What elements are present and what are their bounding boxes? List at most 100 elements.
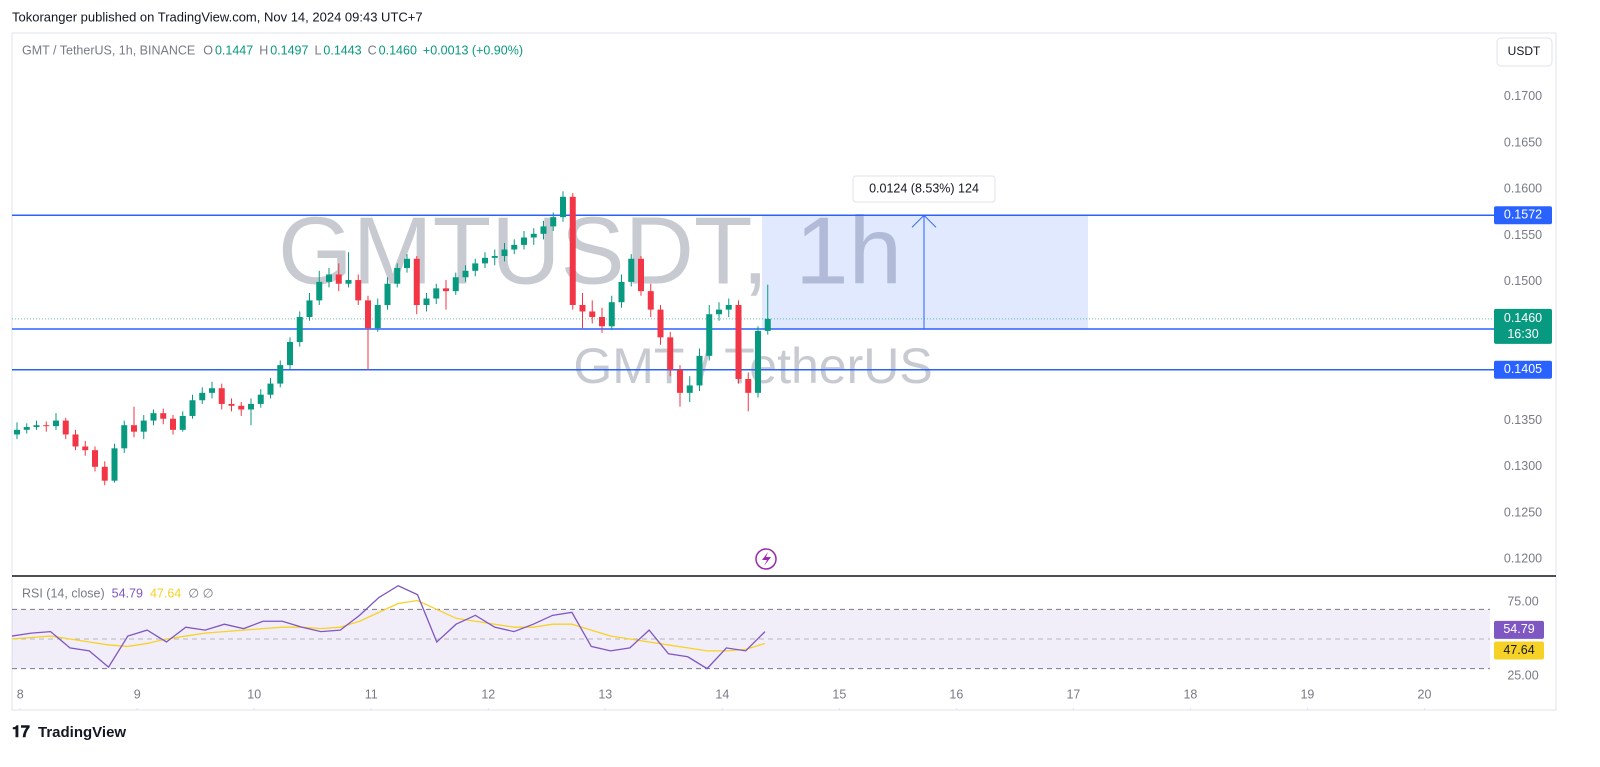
candle-body [579, 305, 586, 312]
candle-body [218, 388, 225, 404]
y-tick-label: 0.1350 [1504, 413, 1542, 427]
candle-body [92, 450, 98, 467]
candle-body [423, 298, 430, 305]
y-tick-label: 0.1550 [1504, 228, 1542, 242]
candle-body [316, 281, 323, 301]
candle-body [521, 237, 527, 245]
x-tick-label: 8 [17, 687, 24, 701]
candle-body [72, 434, 79, 447]
ohlc-key: C [368, 43, 377, 57]
currency-button[interactable] [1496, 37, 1553, 67]
x-tick-label: 15 [832, 687, 846, 701]
candle-body [589, 311, 596, 318]
candle-body [23, 427, 30, 430]
candle-body [540, 226, 547, 234]
candle-body [599, 317, 605, 327]
candle-body [443, 288, 449, 292]
candle-body [277, 365, 284, 384]
y-tick-label: 0.1700 [1504, 89, 1542, 103]
candle-body [472, 263, 479, 271]
chart-frame [11, 32, 1557, 711]
candle-body [365, 300, 371, 329]
y-tick-label: 0.1650 [1504, 135, 1542, 149]
candle-body [228, 403, 235, 406]
rsi-tag-label: 54.79 [1503, 622, 1534, 636]
candle-body [111, 448, 118, 481]
measure-label-box [852, 175, 996, 203]
candle-body [501, 249, 508, 256]
candle-body [638, 258, 644, 292]
ohlc-key: O [203, 43, 213, 57]
last-price-tag [1494, 308, 1552, 344]
ohlc-key: H [259, 43, 268, 57]
rsi-tick-label: 75.00 [1507, 594, 1538, 608]
candle-body [618, 281, 625, 303]
x-tick-label: 14 [715, 687, 729, 701]
ohlc-value: 0.1447 [215, 43, 253, 57]
candle-body [491, 255, 498, 258]
candle-body [677, 369, 683, 393]
candle-body [121, 425, 128, 449]
candle-body [238, 405, 245, 410]
watermark-sub: GMT / TetherUS [573, 338, 932, 394]
logo: 𝟏𝟕 [12, 724, 30, 741]
candle-body [394, 268, 401, 284]
candle-body [482, 257, 488, 264]
level-tag [1494, 206, 1552, 225]
candle-body [82, 446, 89, 451]
rsi-ma-value: 47.64 [150, 586, 181, 600]
rsi-tag [1494, 620, 1544, 639]
rsi-title: RSI (14, close) [22, 586, 105, 600]
candle-body [530, 233, 537, 238]
candle-body [647, 291, 654, 310]
x-tick-label: 12 [481, 687, 495, 701]
x-tick-label: 10 [247, 687, 261, 701]
ohlc-value: 0.1497 [270, 43, 308, 57]
candle-body [696, 355, 703, 386]
rsi-line [11, 599, 766, 652]
change: +0.0013 (+0.90%) [423, 43, 523, 57]
rsi-value: 54.79 [112, 586, 143, 600]
candle-body [374, 305, 381, 329]
candle-body [160, 413, 167, 419]
rsi-tag [1494, 641, 1544, 660]
candle-body [745, 378, 752, 393]
candle-body [569, 196, 576, 305]
candle-body [755, 330, 761, 393]
candle-body [14, 429, 20, 435]
countdown: 16:30 [1507, 327, 1538, 341]
event-bolt [762, 552, 771, 566]
candle-body [287, 341, 293, 366]
candle-body [306, 300, 313, 318]
candle-body [560, 196, 566, 218]
candle-body [345, 280, 352, 284]
candle-body [150, 413, 157, 421]
level-tag-label: 0.1572 [1504, 208, 1542, 222]
candle-body [170, 418, 176, 430]
symbol: GMT / TetherUS, 1h, BINANCE [22, 43, 195, 57]
currency[interactable]: USDT [1508, 44, 1541, 58]
candle-body [199, 392, 206, 401]
candle-body [511, 244, 518, 250]
candle-body [131, 425, 137, 432]
rsi-tag-label: 47.64 [1503, 643, 1534, 657]
candle-body [189, 400, 196, 416]
candle-body [706, 314, 713, 356]
measure-label: 0.0124 (8.53%) 124 [869, 181, 979, 195]
candle-body [764, 318, 771, 331]
x-tick-label: 9 [134, 687, 141, 701]
level-tag-label: 0.1405 [1504, 362, 1542, 376]
y-tick-label: 0.1250 [1504, 505, 1542, 519]
y-tick-label: 0.1200 [1504, 552, 1542, 566]
candle-body [384, 283, 391, 305]
candle-body [716, 309, 722, 315]
y-tick-label: 0.1500 [1504, 274, 1542, 288]
x-tick-label: 17 [1066, 687, 1080, 701]
candle-body [462, 270, 469, 278]
candle-body [404, 258, 410, 269]
candle-body [209, 388, 215, 393]
candle-body [725, 305, 732, 310]
y-tick-label: 0.1600 [1504, 182, 1542, 196]
candle-body [101, 466, 108, 481]
